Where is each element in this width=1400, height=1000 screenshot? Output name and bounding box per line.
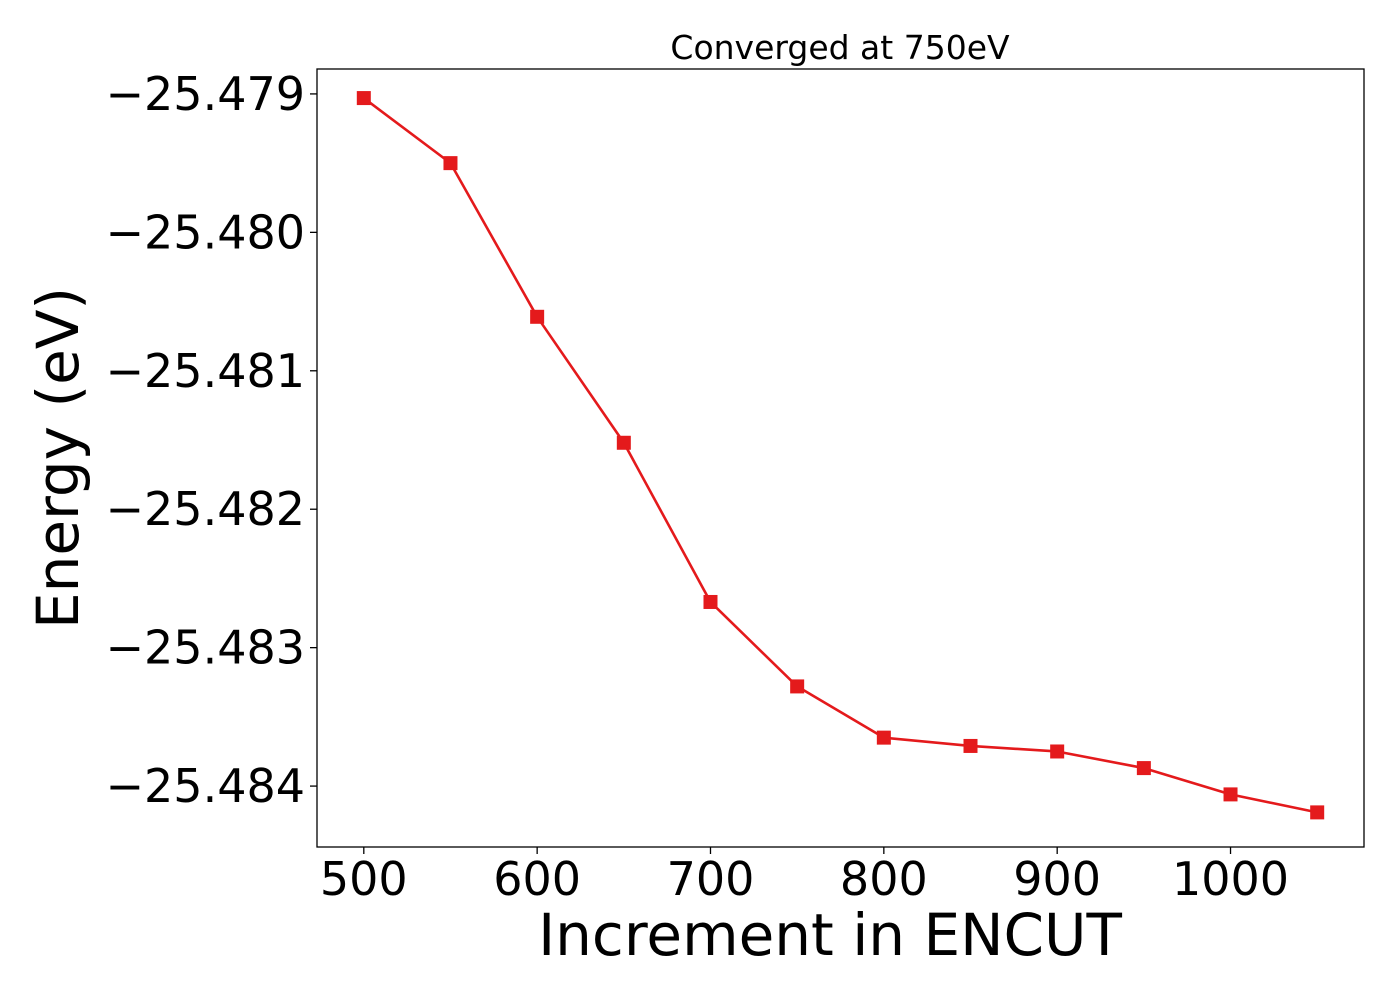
chart-title: Converged at 750eV: [670, 28, 1010, 67]
data-point-marker: [876, 730, 891, 745]
x-tick-label: 600: [493, 852, 581, 906]
y-tick-label: −25.479: [106, 67, 306, 121]
data-point-marker: [356, 91, 371, 106]
data-point-marker: [1050, 744, 1065, 759]
y-axis-title: Energy (eV): [24, 287, 92, 629]
plot-frame: [316, 68, 1365, 848]
y-axis: −25.479 −25.480 −25.481 −25.482 −25.483 −25.4…: [106, 67, 317, 813]
data-point-marker: [963, 738, 978, 753]
plot-area: [356, 91, 1325, 820]
y-tick-label: −25.482: [106, 482, 306, 536]
data-point-marker: [616, 435, 631, 450]
data-point-marker: [790, 679, 805, 694]
x-tick-label: 800: [840, 852, 928, 906]
x-axis: 500 600 700 800 900 1000: [320, 847, 1289, 906]
y-tick-label: −25.483: [106, 621, 306, 675]
data-point-marker: [1223, 787, 1238, 802]
y-tick-label: −25.484: [106, 759, 306, 813]
y-tick-label: −25.480: [106, 205, 306, 259]
x-tick-label: 700: [667, 852, 755, 906]
data-point-marker: [530, 309, 545, 324]
x-axis-title: Increment in ENCUT: [538, 901, 1122, 969]
x-tick-label: 500: [320, 852, 408, 906]
data-point-marker: [1310, 805, 1325, 820]
y-tick-label: −25.481: [106, 344, 306, 398]
x-tick-label: 1000: [1172, 852, 1289, 906]
data-point-marker: [443, 156, 458, 171]
data-point-marker: [1136, 761, 1151, 776]
data-point-marker: [703, 594, 718, 609]
x-tick-label: 900: [1013, 852, 1101, 906]
series-line: [363, 97, 1318, 814]
